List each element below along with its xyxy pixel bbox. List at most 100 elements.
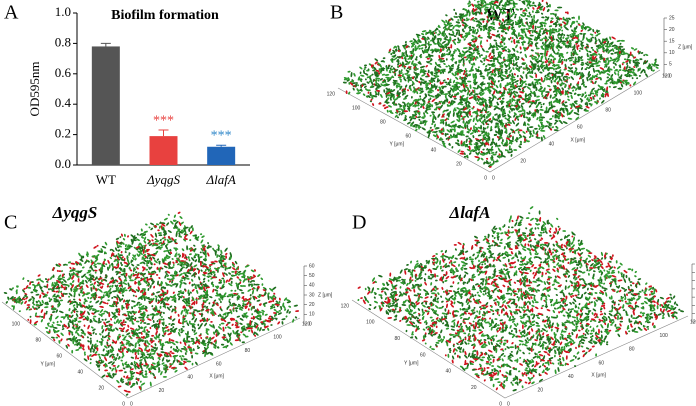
cell (592, 67, 595, 73)
cell (425, 65, 428, 68)
cell (119, 254, 123, 257)
cell (188, 259, 191, 262)
cell (92, 331, 95, 335)
cell (448, 81, 452, 84)
cell (550, 58, 553, 62)
cell (384, 74, 390, 76)
y-tick-label: 0.8 (55, 34, 71, 49)
cell (201, 235, 205, 238)
cell (482, 63, 486, 66)
cell (529, 135, 532, 139)
cell (191, 288, 195, 292)
cell (493, 54, 496, 57)
cell (617, 73, 620, 76)
cell (486, 157, 489, 160)
cell (52, 321, 55, 324)
cell (228, 298, 231, 301)
cell (525, 83, 527, 86)
cell (228, 272, 231, 275)
cell (541, 0, 544, 2)
cell (515, 122, 520, 127)
cell (572, 89, 575, 92)
cell (480, 60, 483, 63)
cell (584, 85, 588, 88)
cell (422, 105, 425, 110)
cell (534, 127, 538, 130)
cell (476, 0, 480, 3)
cell (405, 50, 408, 55)
cell (419, 65, 426, 69)
cell (196, 289, 199, 294)
cell (431, 123, 434, 125)
cell (511, 6, 515, 10)
cell (529, 75, 534, 79)
cell (58, 310, 64, 314)
cell (61, 328, 65, 331)
cell (424, 122, 427, 126)
cell (170, 339, 175, 342)
cell (429, 114, 432, 117)
cell (456, 107, 461, 110)
cell (374, 58, 379, 62)
cell (234, 307, 239, 310)
cell (40, 309, 44, 314)
cell (295, 310, 300, 313)
cell (606, 73, 611, 76)
bar (207, 146, 236, 165)
cell (168, 323, 171, 325)
cell (540, 103, 543, 106)
cell (610, 52, 614, 55)
cell (191, 362, 194, 366)
cell (29, 315, 32, 318)
cell (153, 285, 156, 289)
significance: *** (211, 128, 232, 143)
cell (99, 300, 103, 305)
cell (606, 40, 610, 46)
cell (438, 54, 441, 59)
cell (474, 123, 477, 126)
cell (250, 317, 253, 320)
y-tick-label: 0.4 (55, 95, 72, 110)
cell (112, 364, 116, 367)
y-tick-label: 40 (431, 147, 437, 153)
cell (566, 51, 569, 54)
cell (549, 118, 553, 120)
cell (92, 328, 96, 332)
biofilm-image (342, 0, 660, 168)
cell (564, 101, 568, 104)
cell (101, 335, 104, 339)
cell (482, 126, 485, 131)
cell (584, 91, 587, 94)
cell (510, 0, 515, 2)
cell (525, 73, 528, 80)
cell (127, 235, 129, 238)
cell (223, 279, 226, 284)
cell (466, 91, 470, 96)
cell (431, 98, 436, 103)
x-tick-label: ΔlafA (206, 172, 236, 187)
cell (464, 74, 467, 77)
cell (82, 255, 85, 259)
cell (163, 265, 168, 269)
cell (539, 52, 544, 55)
cell (482, 148, 485, 151)
cell (157, 232, 162, 235)
cell (591, 92, 595, 95)
cell (3, 291, 8, 295)
cell (77, 339, 82, 341)
cell (510, 40, 513, 43)
cell (72, 280, 75, 283)
cell (536, 117, 539, 121)
cell (380, 93, 383, 99)
cell (175, 341, 179, 344)
cell (224, 247, 228, 252)
cell (150, 222, 155, 226)
cell (485, 64, 488, 68)
cell (508, 66, 511, 70)
cell (530, 4, 534, 7)
cell (495, 41, 498, 47)
cell (236, 315, 241, 318)
cell (473, 0, 476, 1)
cell (563, 58, 566, 62)
y-tick-label: 1.0 (55, 4, 71, 19)
